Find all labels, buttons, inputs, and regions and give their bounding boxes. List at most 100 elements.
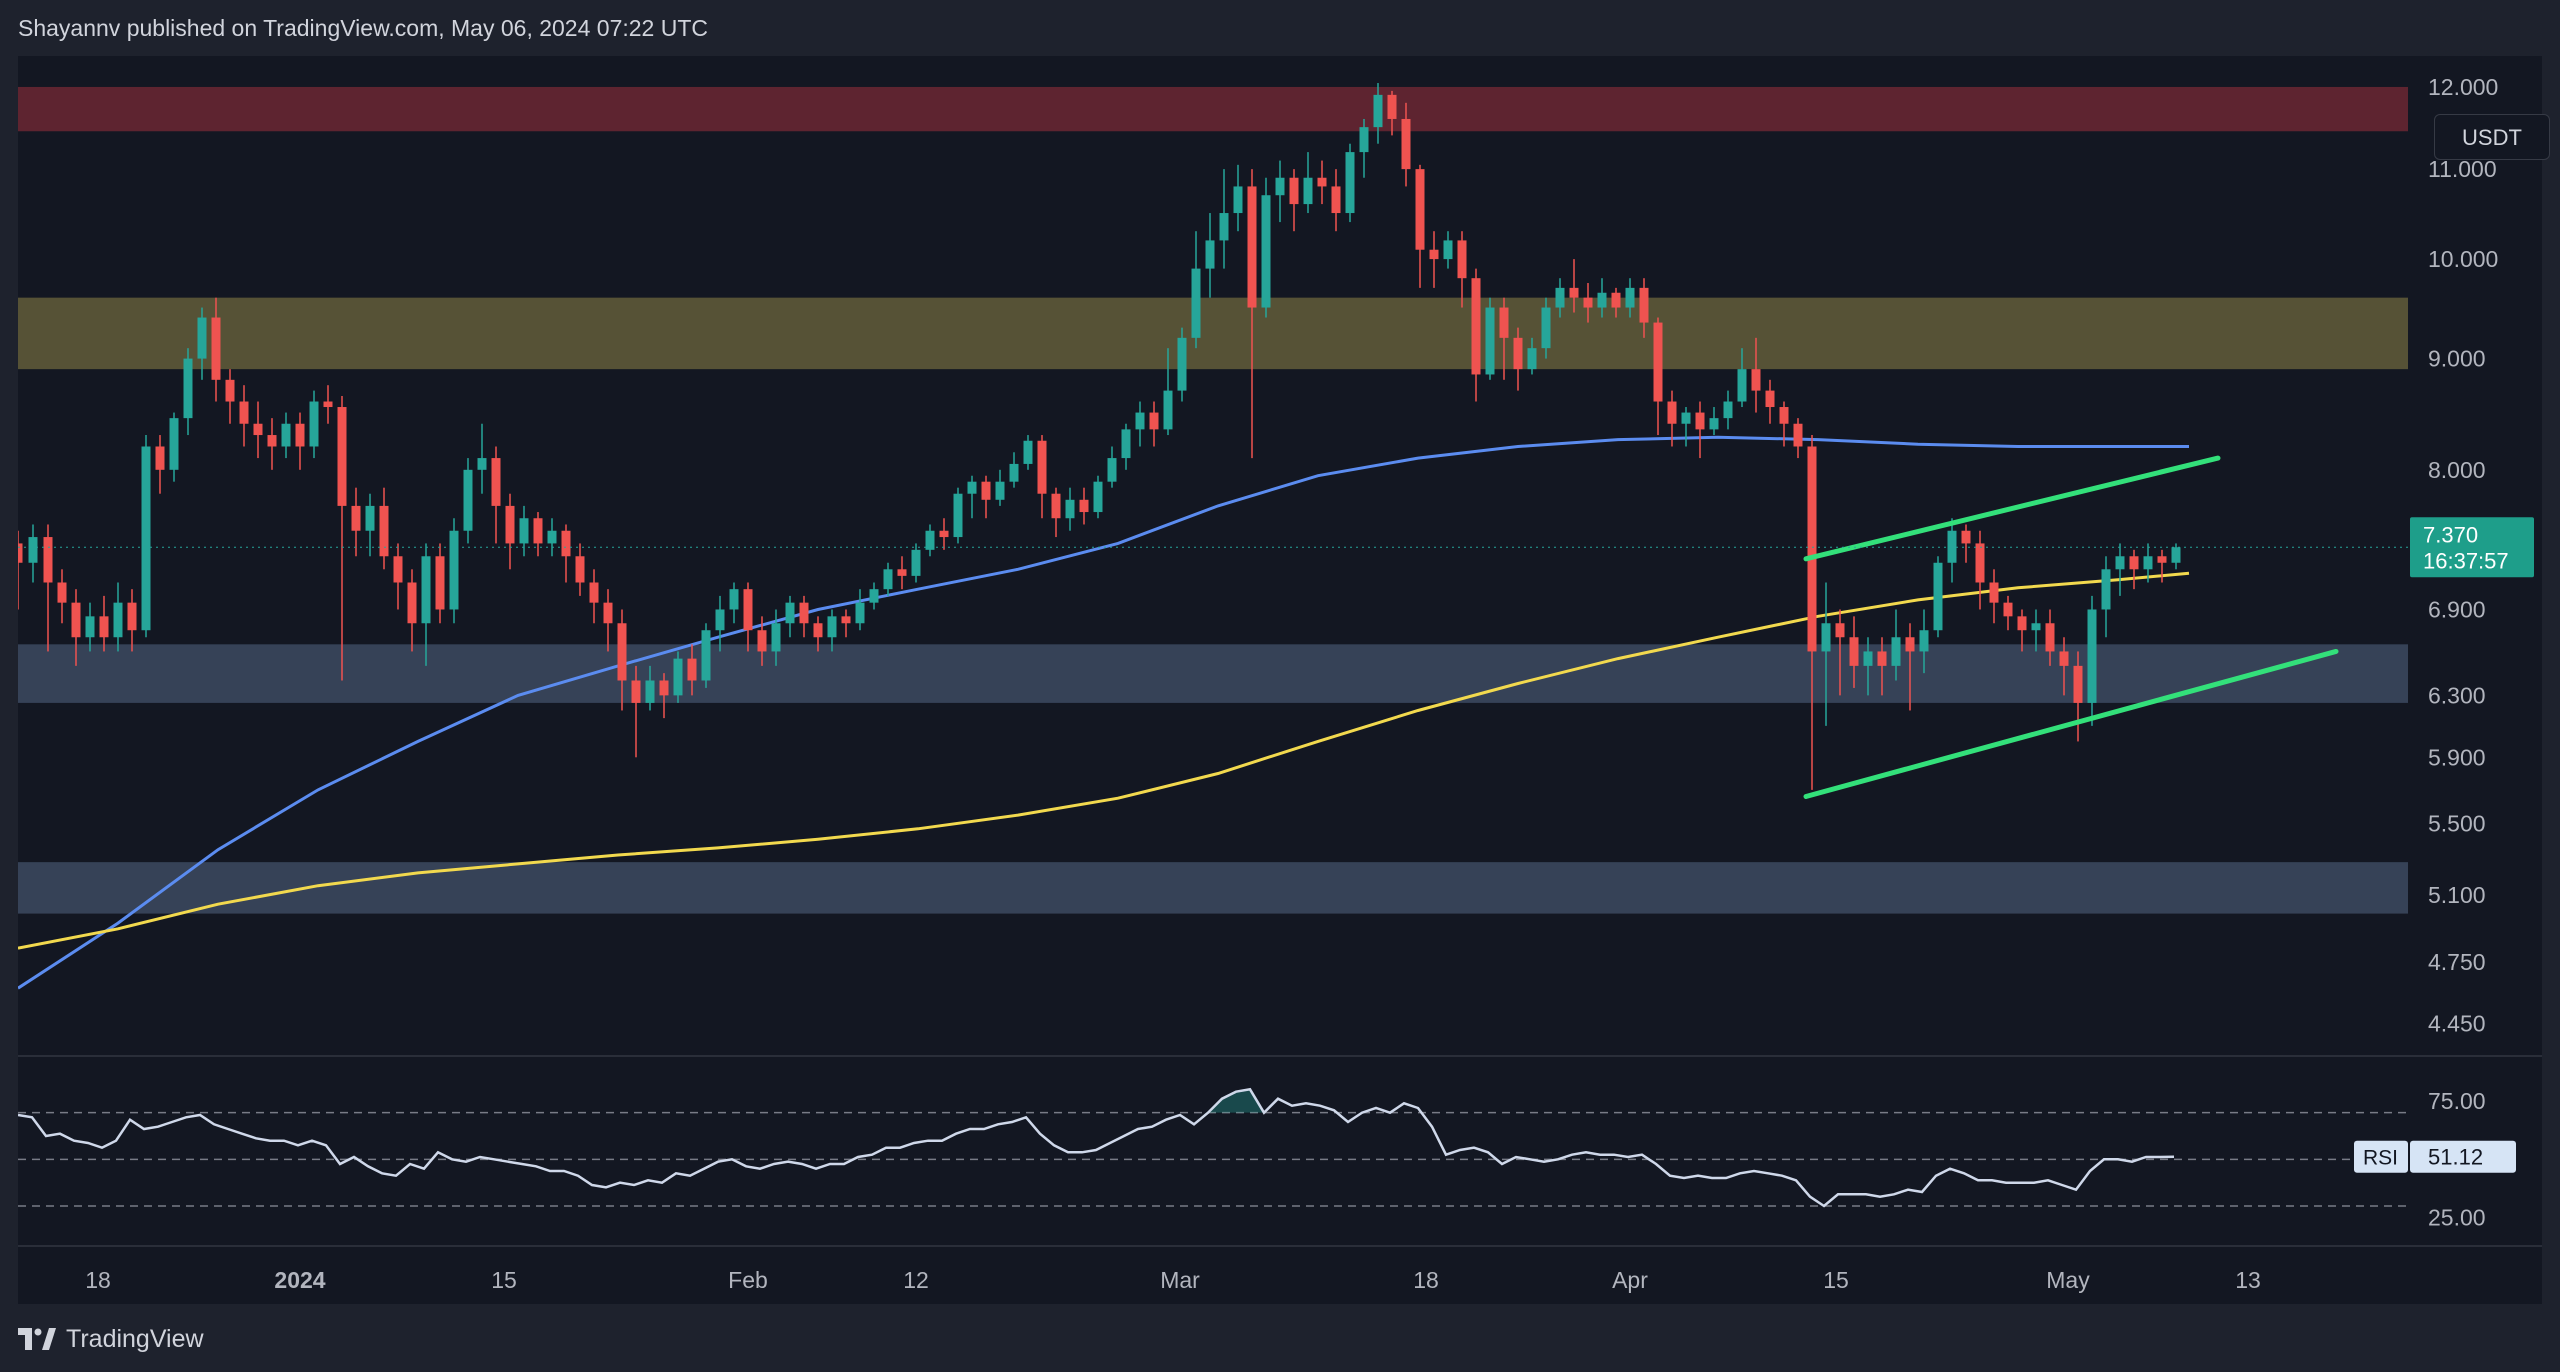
candle	[155, 435, 165, 494]
candle	[28, 524, 38, 583]
candle	[1891, 609, 1901, 681]
candle	[1149, 401, 1159, 447]
candle	[1093, 475, 1103, 519]
candle	[813, 616, 823, 652]
candle	[1457, 231, 1467, 308]
candle	[953, 487, 963, 544]
candle	[1177, 327, 1187, 402]
chart-area[interactable]: 12.00011.00010.0009.0008.0007.5006.9006.…	[18, 56, 2550, 1304]
currency-selector-button[interactable]: USDT	[2434, 114, 2550, 160]
candle	[1023, 435, 1033, 470]
publisher-line: Shayannv published on TradingView.com, M…	[18, 15, 708, 41]
zone-support-upper	[18, 644, 2408, 703]
time-tick-label: 2024	[274, 1267, 325, 1293]
candle	[617, 609, 627, 711]
candle	[939, 518, 949, 550]
candle	[1037, 435, 1047, 519]
trendline-channel-lower	[1803, 648, 2339, 800]
candle	[1639, 278, 1649, 338]
candlestick-series	[18, 83, 2181, 790]
candle	[2171, 543, 2181, 570]
price-tick-label: 8.000	[2428, 457, 2486, 483]
candle	[995, 469, 1005, 506]
tradingview-logo-icon	[18, 1328, 56, 1350]
candle	[1401, 102, 1411, 187]
candle	[533, 512, 543, 557]
candle	[1933, 556, 1943, 638]
candle	[1765, 379, 1775, 424]
candle	[295, 412, 305, 470]
candle	[897, 556, 907, 590]
candle	[967, 475, 977, 519]
rsi-value-text: 51.12	[2428, 1145, 2483, 1170]
candle	[547, 518, 557, 557]
rsi-overbought-fill	[1194, 1089, 1264, 1113]
candle	[1653, 317, 1663, 436]
ma-line-100	[18, 435, 2189, 990]
time-tick-label: Mar	[1160, 1267, 1200, 1293]
candle	[715, 595, 725, 652]
candle	[2017, 609, 2027, 652]
time-tick-label: 18	[1413, 1267, 1439, 1293]
candle	[1961, 524, 1971, 563]
candle	[1009, 452, 1019, 488]
candle	[827, 609, 837, 652]
candle	[1331, 169, 1341, 232]
candle	[1611, 287, 1621, 318]
candle	[841, 609, 851, 638]
candle	[1849, 616, 1859, 688]
candle	[1541, 297, 1551, 359]
candle	[239, 385, 249, 447]
candle	[281, 412, 291, 459]
rsi-name-text: RSI	[2363, 1147, 2398, 1170]
time-tick-label: May	[2046, 1267, 2090, 1293]
candle	[1275, 160, 1285, 223]
candle	[1205, 213, 1215, 298]
chart-canvas[interactable]: 12.00011.00010.0009.0008.0007.5006.9006.…	[18, 56, 2542, 1304]
candle	[1625, 278, 1635, 318]
candle	[2045, 609, 2055, 666]
candle	[869, 582, 879, 610]
candle	[2115, 543, 2125, 596]
candle	[1527, 337, 1537, 375]
candle	[337, 396, 347, 681]
rsi-tick-label: 75.00	[2428, 1088, 2486, 1114]
time-tick-label: 18	[85, 1267, 111, 1293]
candle	[2087, 595, 2097, 726]
price-tick-label: 6.300	[2428, 682, 2486, 708]
candle	[1135, 401, 1145, 447]
candle	[1219, 169, 1229, 269]
tradingview-brand[interactable]: TradingView	[18, 1322, 204, 1356]
candle	[1513, 327, 1523, 391]
candle	[1471, 268, 1481, 402]
candle	[2129, 549, 2139, 590]
price-tick-label: 11.000	[2428, 156, 2497, 182]
candle	[673, 651, 683, 703]
price-tick-label: 6.900	[2428, 596, 2486, 622]
candle	[1359, 118, 1369, 178]
candle	[1583, 283, 1593, 323]
time-tick-label: Feb	[728, 1267, 768, 1293]
candle	[2157, 549, 2167, 583]
candle	[1485, 297, 1495, 380]
candle	[365, 493, 375, 557]
candle	[211, 297, 221, 402]
candle	[1947, 518, 1957, 583]
candle	[575, 543, 585, 596]
ma-line-200	[18, 571, 2190, 950]
candle	[1079, 487, 1089, 525]
candle	[981, 475, 991, 519]
candle	[197, 307, 207, 380]
brand-name: TradingView	[66, 1324, 204, 1353]
candle	[141, 435, 151, 638]
candle	[127, 589, 137, 652]
rsi-pane: 75.00 25.00 RSI 51.12	[18, 1087, 2516, 1231]
last-price-badge	[2410, 517, 2534, 578]
candle	[309, 390, 319, 459]
moving-averages	[18, 435, 2190, 990]
price-tick-label: 5.900	[2428, 744, 2486, 770]
price-tick-label: 9.000	[2428, 346, 2486, 372]
rsi-name-badge	[2354, 1140, 2408, 1173]
candle	[1345, 143, 1355, 223]
candle	[2059, 637, 2069, 696]
